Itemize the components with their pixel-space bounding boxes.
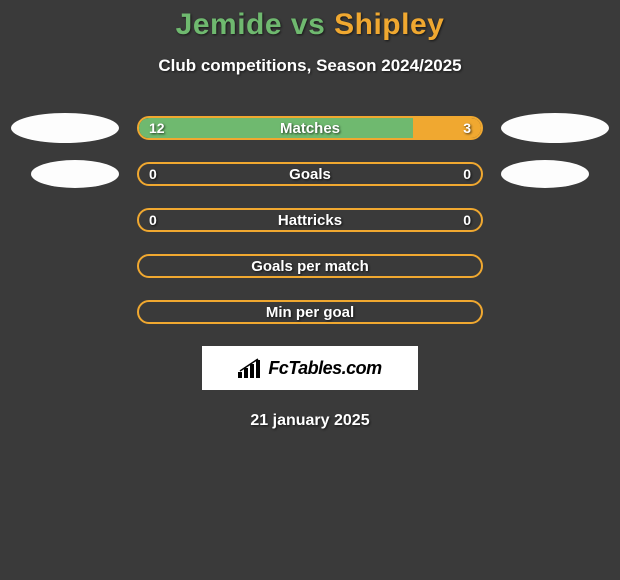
- stat-bar: Goals0 0: [137, 162, 483, 186]
- stat-value-left: 0: [149, 210, 157, 230]
- stat-value-right: 0: [463, 164, 471, 184]
- stats-rows: Matches123Goals00Hattricks00Goals per ma…: [0, 116, 620, 324]
- stat-row: Goals per match: [0, 254, 620, 278]
- comparison-card: Jemide vs Shipley Club competitions, Sea…: [0, 0, 620, 430]
- bars-icon: [238, 358, 264, 378]
- stat-bar: Min per goal: [137, 300, 483, 324]
- date-label: 21 january 2025: [0, 412, 620, 430]
- stat-bar: Matches123: [137, 116, 483, 140]
- stat-label: Goals: [139, 164, 481, 184]
- player1-oval: [31, 160, 119, 188]
- logo: FcTables.com: [238, 358, 381, 379]
- stat-bar: Goals per match: [137, 254, 483, 278]
- page-title: Jemide vs Shipley: [0, 8, 620, 42]
- stat-row: Goals0 0: [0, 162, 620, 186]
- player2-oval: [501, 113, 609, 143]
- stat-row: Hattricks0 0: [0, 208, 620, 232]
- player1-oval: [11, 113, 119, 143]
- stat-label: Min per goal: [139, 302, 481, 322]
- stat-value-right: 0: [463, 210, 471, 230]
- logo-box: FcTables.com: [202, 346, 418, 390]
- player2-oval: [501, 160, 589, 188]
- stat-row: Matches123: [0, 116, 620, 140]
- stat-label: Hattricks: [139, 210, 481, 230]
- stat-value-left: 0: [149, 164, 157, 184]
- logo-text: FcTables.com: [268, 358, 381, 379]
- stat-bar: Hattricks0 0: [137, 208, 483, 232]
- bar-fill-right: [413, 118, 481, 138]
- stat-label: Goals per match: [139, 256, 481, 276]
- subtitle: Club competitions, Season 2024/2025: [0, 56, 620, 76]
- stat-row: Min per goal: [0, 300, 620, 324]
- vs-label: vs: [291, 8, 325, 41]
- player1-name: Jemide: [176, 8, 282, 41]
- player2-name: Shipley: [334, 8, 444, 41]
- bar-fill-left: [139, 118, 413, 138]
